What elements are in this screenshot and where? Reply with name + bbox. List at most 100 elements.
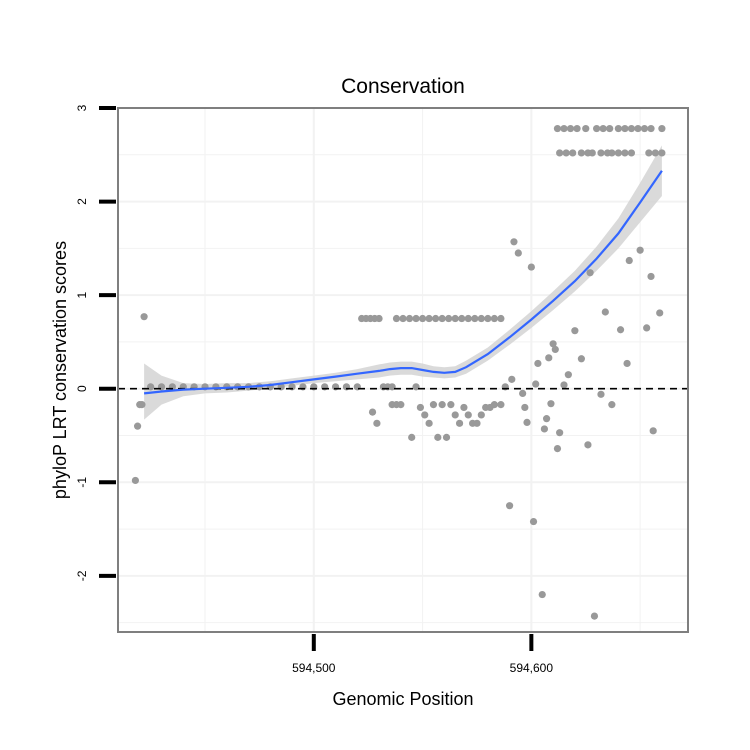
data-point bbox=[562, 149, 570, 157]
data-point bbox=[405, 314, 414, 323]
y-tick-label: 3 bbox=[75, 104, 89, 111]
confidence-ribbon-layer bbox=[144, 145, 662, 420]
data-point bbox=[451, 314, 459, 323]
data-point bbox=[623, 359, 631, 368]
data-point bbox=[577, 149, 585, 157]
data-point bbox=[490, 401, 498, 409]
data-point bbox=[588, 149, 596, 157]
data-point bbox=[566, 124, 575, 133]
data-point bbox=[399, 314, 407, 323]
x-tick-label: 594,600 bbox=[510, 661, 554, 675]
data-point bbox=[497, 314, 505, 323]
data-point bbox=[571, 327, 579, 335]
data-point bbox=[133, 422, 142, 430]
data-point bbox=[564, 371, 572, 379]
data-point bbox=[131, 476, 140, 485]
data-point bbox=[606, 124, 614, 133]
data-point bbox=[458, 314, 466, 323]
data-point bbox=[521, 403, 529, 412]
data-point bbox=[138, 401, 146, 409]
data-point bbox=[425, 314, 433, 323]
data-point bbox=[621, 124, 629, 133]
data-point bbox=[590, 612, 599, 620]
data-point bbox=[451, 411, 459, 419]
data-point bbox=[614, 149, 622, 157]
data-point bbox=[621, 149, 629, 157]
data-point bbox=[542, 415, 551, 423]
data-point bbox=[445, 314, 453, 323]
data-point bbox=[560, 381, 568, 389]
data-point bbox=[597, 149, 605, 157]
data-point bbox=[569, 149, 577, 157]
data-point bbox=[519, 389, 527, 397]
x-axis: 594,500 594,600 bbox=[292, 634, 553, 675]
data-point bbox=[616, 326, 625, 334]
data-point bbox=[540, 425, 549, 433]
data-point bbox=[556, 149, 564, 157]
y-tick-label: -1 bbox=[75, 477, 89, 488]
data-point bbox=[627, 124, 636, 133]
data-point bbox=[599, 124, 607, 133]
y-tick-label: -2 bbox=[75, 570, 89, 581]
data-point bbox=[438, 401, 446, 409]
data-point bbox=[473, 419, 481, 427]
data-point bbox=[649, 427, 657, 435]
data-point bbox=[455, 419, 464, 427]
data-point bbox=[490, 314, 498, 323]
data-point bbox=[438, 314, 446, 323]
confidence-ribbon bbox=[144, 145, 662, 420]
y-axis: -2 -1 0 1 2 3 bbox=[75, 104, 116, 581]
data-point bbox=[532, 380, 540, 388]
data-point bbox=[484, 314, 492, 323]
data-point bbox=[656, 309, 664, 317]
data-point bbox=[471, 314, 479, 323]
data-point bbox=[418, 314, 427, 323]
y-tick-label: 1 bbox=[75, 291, 89, 298]
data-point bbox=[640, 124, 649, 133]
smooth-fit-line bbox=[143, 170, 663, 395]
chart-title: Conservation bbox=[341, 75, 465, 98]
data-point bbox=[140, 313, 148, 321]
data-point bbox=[643, 324, 651, 332]
data-point bbox=[447, 401, 455, 409]
data-point bbox=[412, 314, 420, 323]
data-point bbox=[514, 249, 522, 257]
data-point bbox=[645, 149, 653, 157]
data-point bbox=[601, 308, 609, 316]
data-point bbox=[464, 411, 472, 419]
data-point bbox=[425, 419, 433, 427]
data-point bbox=[651, 149, 659, 157]
data-point bbox=[527, 263, 535, 271]
data-point bbox=[593, 124, 601, 133]
data-point bbox=[553, 445, 562, 453]
data-point bbox=[460, 403, 468, 412]
data-point bbox=[510, 238, 518, 246]
data-point bbox=[608, 401, 616, 409]
data-point bbox=[442, 433, 451, 441]
data-point bbox=[608, 149, 616, 157]
data-point bbox=[573, 124, 581, 133]
smooth-line-layer bbox=[143, 170, 663, 395]
data-point bbox=[586, 269, 594, 277]
data-point bbox=[647, 272, 655, 281]
y-axis-title: phyloP LRT conservation scores bbox=[50, 241, 70, 499]
data-point bbox=[584, 441, 592, 449]
data-point bbox=[577, 355, 585, 363]
data-point bbox=[421, 411, 429, 419]
data-point bbox=[658, 124, 666, 133]
data-point bbox=[477, 411, 485, 419]
data-point bbox=[508, 375, 516, 383]
data-point bbox=[634, 124, 642, 133]
data-point bbox=[560, 124, 568, 133]
plot-panel-border bbox=[117, 107, 689, 633]
y-tick-label: 0 bbox=[75, 385, 89, 392]
data-point bbox=[477, 314, 485, 323]
data-point bbox=[549, 340, 557, 348]
data-point bbox=[464, 314, 472, 323]
data-point bbox=[614, 124, 622, 133]
data-point bbox=[647, 124, 655, 133]
data-point bbox=[523, 418, 531, 426]
data-point bbox=[368, 408, 377, 416]
data-point bbox=[538, 590, 546, 599]
